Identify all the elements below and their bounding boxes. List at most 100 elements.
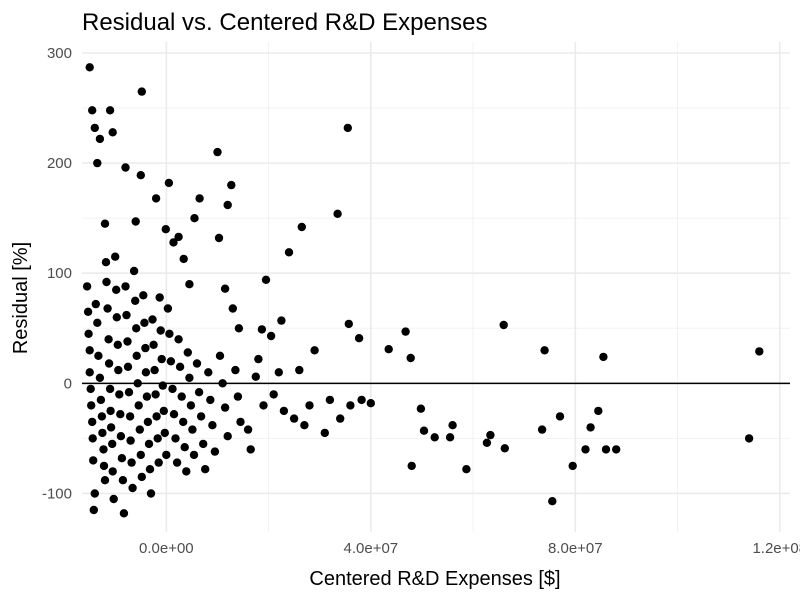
data-point [401,327,410,336]
data-point [744,434,754,443]
data-point [213,147,222,157]
data-point [85,368,94,377]
data-point [135,425,144,434]
data-point [384,345,393,354]
data-point [183,348,192,357]
data-point [103,304,112,313]
data-point [594,406,603,416]
data-point [164,178,174,188]
data-point [83,307,93,316]
data-point [194,388,204,397]
data-point [159,406,168,416]
data-point [146,489,156,498]
x-tick-label: 1.2e+08 [752,540,800,557]
data-point [289,414,299,423]
data-point [116,410,125,419]
data-point [354,334,364,343]
data-point [231,365,240,375]
data-point [305,401,314,410]
data-point [141,343,150,353]
data-point [91,299,101,309]
data-point [755,347,764,356]
data-point [86,384,95,394]
data-point [131,217,140,226]
data-point [182,467,191,476]
data-point [279,406,289,416]
data-point [93,318,102,327]
data-point [295,365,304,375]
data-point [142,392,152,401]
data-point [169,410,179,419]
y-tick-label: 100 [47,265,72,282]
data-point [174,335,183,344]
data-point [123,362,133,371]
data-point [236,417,245,427]
data-point [204,368,213,377]
data-point [500,444,509,453]
data-point [113,340,123,349]
data-point [153,434,162,443]
data-point [90,489,100,498]
data-point [105,384,115,394]
data-point [284,248,294,257]
data-point [119,509,129,518]
data-point [122,310,131,320]
data-point [85,346,94,355]
data-point [175,362,185,371]
data-point [406,353,415,363]
data-point [158,381,167,390]
data-point [586,423,595,432]
data-point [218,379,227,388]
data-point [151,194,161,203]
data-point [108,439,117,449]
data-point [259,401,268,410]
data-point [96,395,106,405]
data-point [89,505,99,515]
data-point [223,200,232,210]
data-point [157,354,166,364]
data-point [89,456,98,465]
data-point [143,417,153,427]
data-point [97,412,107,421]
data-point [102,277,111,287]
x-axis-title: Centered R&D Expenses [$] [309,568,560,590]
data-point [90,123,100,133]
data-point [136,171,145,180]
data-point [581,445,590,454]
data-point [357,395,366,405]
data-point [177,392,186,401]
points-layer [82,63,764,518]
data-point [117,454,127,463]
x-tick-label: 4.0e+07 [344,540,399,557]
data-point [168,384,177,394]
data-point [215,351,225,360]
data-point [344,319,353,329]
data-point [297,222,306,232]
y-tick-label: 0 [64,375,72,392]
data-point [325,395,335,405]
data-point [136,450,145,460]
data-point [109,494,118,504]
data-point [185,373,194,382]
data-point [214,233,224,243]
data-point [320,428,329,438]
data-point [548,497,557,506]
data-point [152,412,161,421]
data-point [111,252,120,261]
data-point [125,412,135,421]
data-point [148,315,157,324]
data-point [243,425,253,434]
data-point [112,313,122,322]
data-point [201,465,210,474]
data-point [95,373,105,382]
data-point [333,209,342,218]
data-point [172,458,182,467]
data-point [166,357,176,366]
data-point [180,443,189,452]
data-point [499,320,508,330]
data-point [140,318,149,327]
data-point [196,412,206,421]
data-point [555,412,565,421]
